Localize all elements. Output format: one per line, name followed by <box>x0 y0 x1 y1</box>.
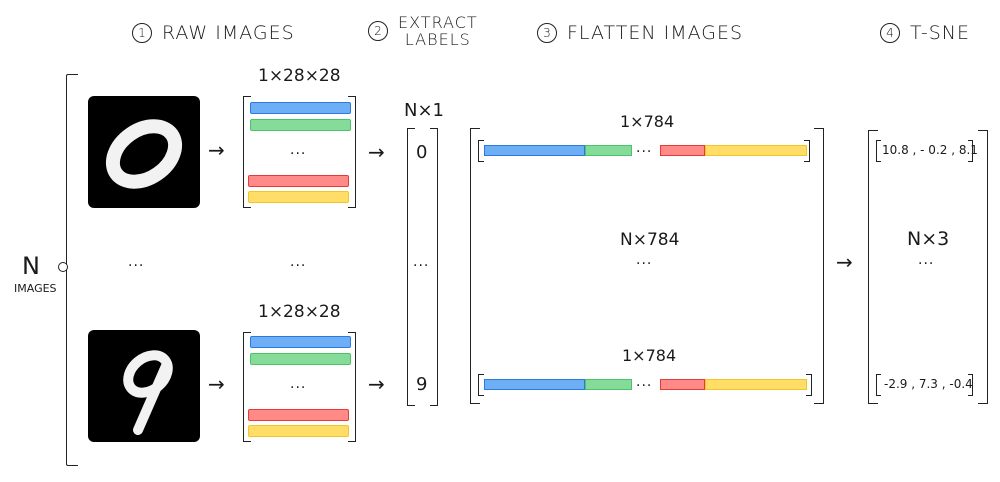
row-bracket-right <box>968 374 973 396</box>
flatten-bracket-left <box>470 128 480 404</box>
pixel-row-blue <box>250 336 351 348</box>
arrow-icon: → <box>208 372 225 396</box>
step-number-badge: 3 <box>537 23 557 43</box>
row-bracket-right <box>806 374 812 396</box>
label-last: 9 <box>416 374 428 395</box>
labels-ellipsis: ... <box>413 254 430 270</box>
step-title-line: EXTRACT <box>398 13 478 32</box>
flat-segment-blue <box>484 145 585 156</box>
flat-segment-red <box>660 145 705 156</box>
step-title: FLATTEN IMAGES <box>567 22 744 44</box>
flat-segment-yellow <box>705 145 807 156</box>
step-title: EXTRACT LABELS <box>398 14 478 48</box>
tensor-bracket-right <box>348 332 356 442</box>
digit-image-0 <box>88 96 200 208</box>
labels-bracket-left <box>407 128 415 406</box>
label-first: 0 <box>416 142 428 163</box>
step-4-header: 4 T-SNE <box>880 22 970 44</box>
tsne-last-row: -2.9 , 7.3 , -0.4 <box>884 377 973 391</box>
row-bracket-left <box>876 140 881 162</box>
flat-segment-yellow <box>705 379 807 390</box>
arrow-icon: → <box>368 140 385 164</box>
step-number-badge: 4 <box>880 23 900 43</box>
tsne-bracket-right <box>978 130 988 404</box>
flat-segment-green <box>585 379 632 390</box>
row-bracket-left <box>876 374 881 396</box>
row-ellipsis: ... <box>636 374 653 390</box>
pixel-row-blue <box>250 102 351 114</box>
flat-segment-green <box>585 145 632 156</box>
arrow-icon: → <box>208 138 225 162</box>
tsne-ellipsis: ... <box>918 252 935 268</box>
digit-nine-icon <box>123 350 173 435</box>
step-title: RAW IMAGES <box>162 22 295 44</box>
labels-bracket-right <box>430 128 438 406</box>
labels-shape: N×1 <box>404 100 444 121</box>
row-bracket-left <box>478 140 484 162</box>
step-number-badge: 1 <box>132 23 152 43</box>
n-label: N <box>22 252 40 280</box>
pixel-row-green <box>250 353 351 365</box>
row-bracket-right <box>804 140 810 162</box>
flatten-bracket-right <box>814 128 824 404</box>
n-images-brace <box>66 74 78 466</box>
tsne-first-row: 10.8 , - 0.2 , 8.1 <box>882 143 978 157</box>
step-title-line: LABELS <box>404 30 471 49</box>
step-1-header: 1 RAW IMAGES <box>132 22 295 44</box>
digit-image-9 <box>88 330 200 442</box>
tensors-ellipsis: ... <box>290 254 307 270</box>
matrix-shape-label: N×784 <box>620 230 680 250</box>
tensor-shape-label: 1×28×28 <box>258 302 341 322</box>
pixel-row-green <box>250 119 351 131</box>
arrow-icon: → <box>368 372 385 396</box>
pixel-row-yellow <box>248 425 349 437</box>
tsne-shape-label: N×3 <box>907 228 950 250</box>
step-3-header: 3 FLATTEN IMAGES <box>537 22 743 44</box>
brace-tip <box>58 262 68 272</box>
arrow-icon: → <box>836 250 853 274</box>
tensor-ellipsis: ... <box>290 376 307 392</box>
tensor-bracket-left <box>243 96 251 208</box>
row-bracket-right <box>968 140 973 162</box>
row-bracket-left <box>478 374 484 396</box>
row-shape-label: 1×784 <box>622 346 677 365</box>
step-number-badge: 2 <box>368 21 388 41</box>
pixel-row-yellow <box>248 191 349 203</box>
step-2-header: 2 EXTRACT LABELS <box>368 14 478 48</box>
matrix-ellipsis: ... <box>636 252 653 268</box>
images-ellipsis: ... <box>128 254 145 270</box>
row-ellipsis: ... <box>636 140 653 156</box>
tensor-bracket-left <box>243 332 251 442</box>
tsne-bracket-left <box>868 130 878 404</box>
images-caption: IMAGES <box>14 282 57 295</box>
flat-segment-red <box>660 379 705 390</box>
pixel-row-red <box>248 175 349 187</box>
digit-zero-icon <box>105 119 183 189</box>
tensor-shape-label: 1×28×28 <box>258 66 341 86</box>
step-title: T-SNE <box>910 22 970 44</box>
row-shape-label: 1×784 <box>620 112 675 131</box>
pixel-row-red <box>248 409 349 421</box>
tensor-bracket-right <box>348 96 356 208</box>
flat-segment-blue <box>484 379 585 390</box>
tensor-ellipsis: ... <box>290 142 307 158</box>
